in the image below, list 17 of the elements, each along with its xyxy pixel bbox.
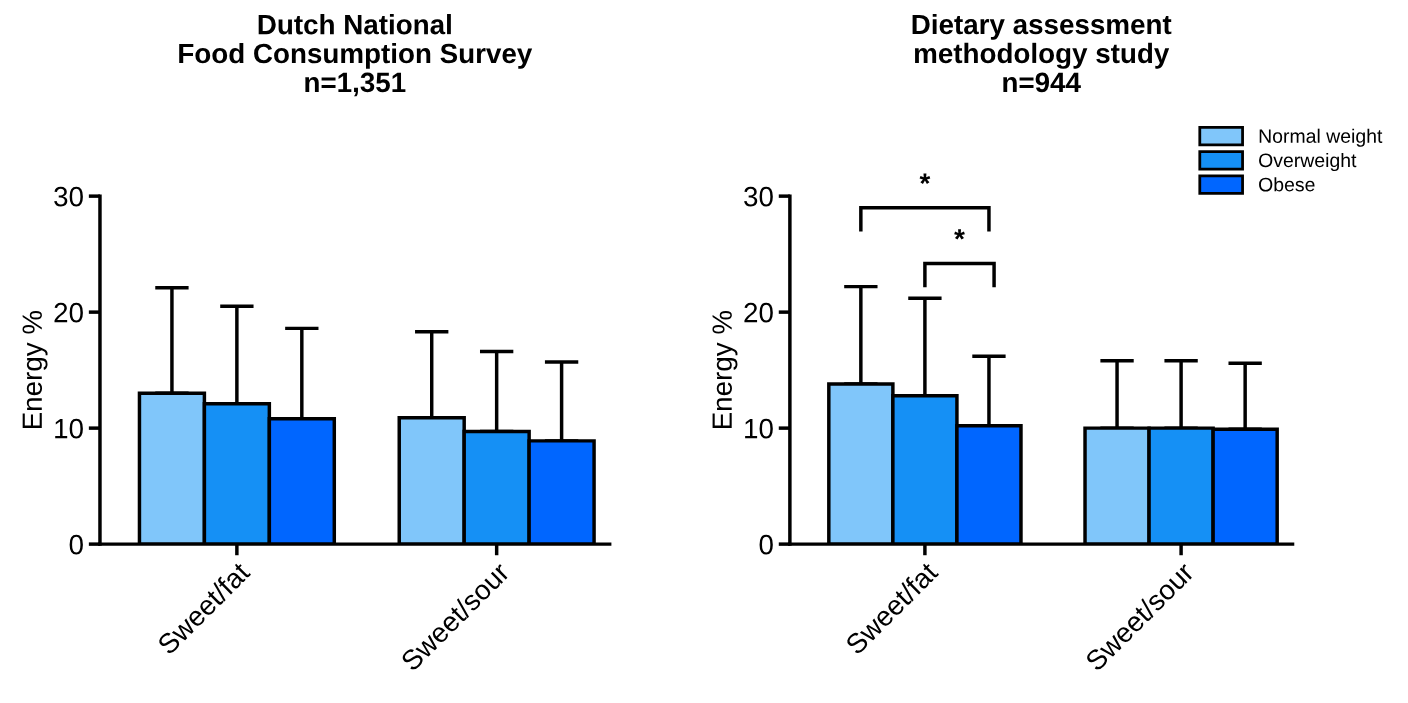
- y-tick-label: 10: [745, 418, 773, 439]
- y-tick-label: 30: [54, 186, 83, 207]
- chart-title: Dutch National Food Consumption Survey n=1,351: [179, 14, 533, 97]
- text: *: [919, 173, 931, 184]
- y-axis-title: Energy %: [22, 310, 48, 429]
- y-tick-label: 0: [69, 534, 83, 555]
- y-tick-label: 30: [744, 186, 773, 207]
- y-tick-label: 20: [54, 302, 83, 323]
- y-axis-title: Energy %: [712, 310, 738, 429]
- legend-label: Normal weight: [1259, 128, 1383, 147]
- annotation: *: [954, 229, 965, 240]
- legend-label: Overweight: [1259, 152, 1357, 172]
- y-tick-label: 10: [55, 418, 83, 439]
- chart-title: Dietary assessment methodology study n=944: [912, 13, 1172, 93]
- legend-label: Obese: [1259, 177, 1315, 192]
- y-tick-label: 20: [744, 302, 773, 323]
- y-tick-label: 0: [759, 534, 773, 555]
